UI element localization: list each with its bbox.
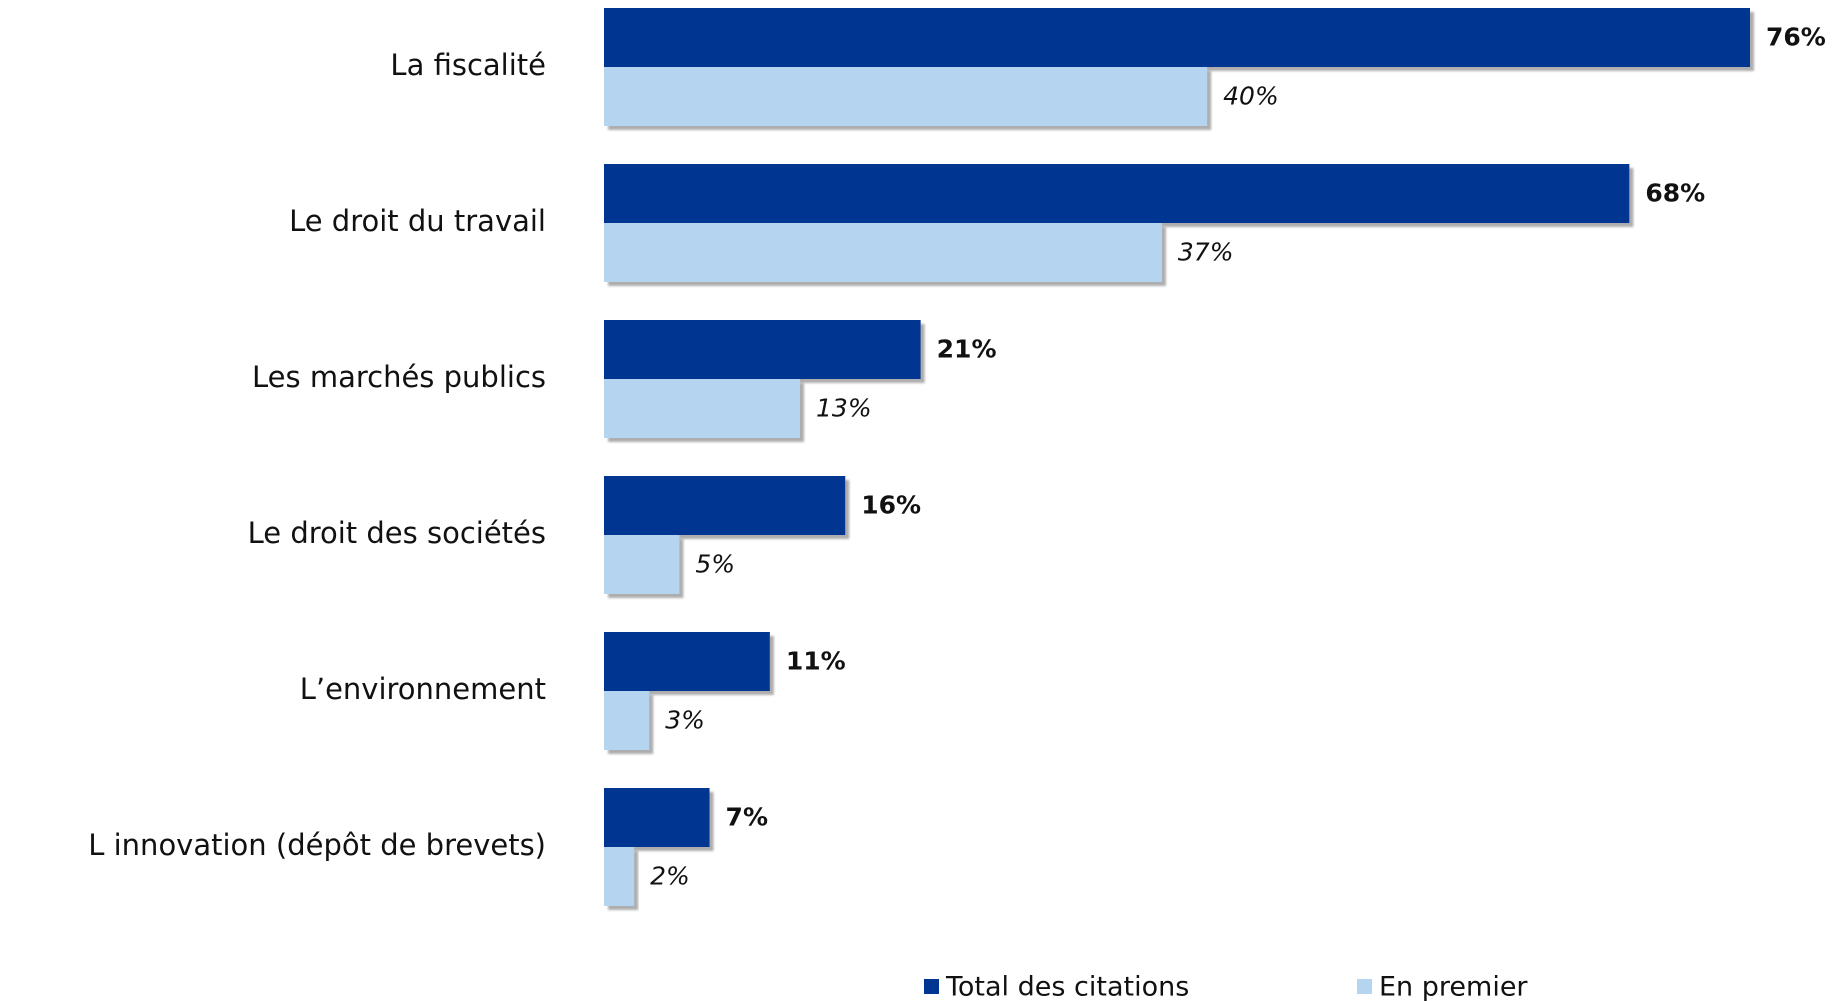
category-label: L innovation (dépôt de brevets) bbox=[88, 828, 546, 862]
value-label: 11% bbox=[786, 647, 846, 676]
category-label: Les marchés publics bbox=[252, 360, 546, 394]
value-label: 21% bbox=[937, 335, 997, 364]
value-label: 40% bbox=[1223, 82, 1279, 111]
category-label: La fiscalité bbox=[390, 48, 546, 82]
value-label: 68% bbox=[1645, 179, 1705, 208]
bar bbox=[604, 535, 680, 594]
bar bbox=[604, 691, 650, 750]
category-label: L’environnement bbox=[300, 672, 546, 706]
legend-swatch bbox=[924, 979, 939, 994]
value-label: 5% bbox=[695, 550, 735, 579]
bar bbox=[604, 164, 1630, 223]
legend-label: Total des citations bbox=[945, 972, 1189, 1001]
value-label: 16% bbox=[861, 491, 921, 520]
category-label: Le droit du travail bbox=[289, 204, 546, 238]
bar bbox=[604, 847, 635, 906]
bar bbox=[604, 476, 846, 535]
value-label: 76% bbox=[1766, 23, 1826, 52]
value-label: 13% bbox=[816, 394, 872, 423]
legend-label: En premier bbox=[1379, 972, 1528, 1001]
value-label: 3% bbox=[665, 706, 705, 735]
value-label: 2% bbox=[650, 862, 690, 891]
value-label: 37% bbox=[1178, 238, 1234, 267]
bar bbox=[604, 632, 770, 691]
bar bbox=[604, 379, 801, 438]
bar bbox=[604, 8, 1750, 67]
value-label: 7% bbox=[726, 803, 768, 832]
bar bbox=[604, 320, 921, 379]
bar bbox=[604, 223, 1162, 282]
category-label: Le droit des sociétés bbox=[248, 516, 546, 550]
bar bbox=[604, 788, 710, 847]
bar bbox=[604, 67, 1208, 126]
legend-swatch bbox=[1357, 979, 1372, 994]
